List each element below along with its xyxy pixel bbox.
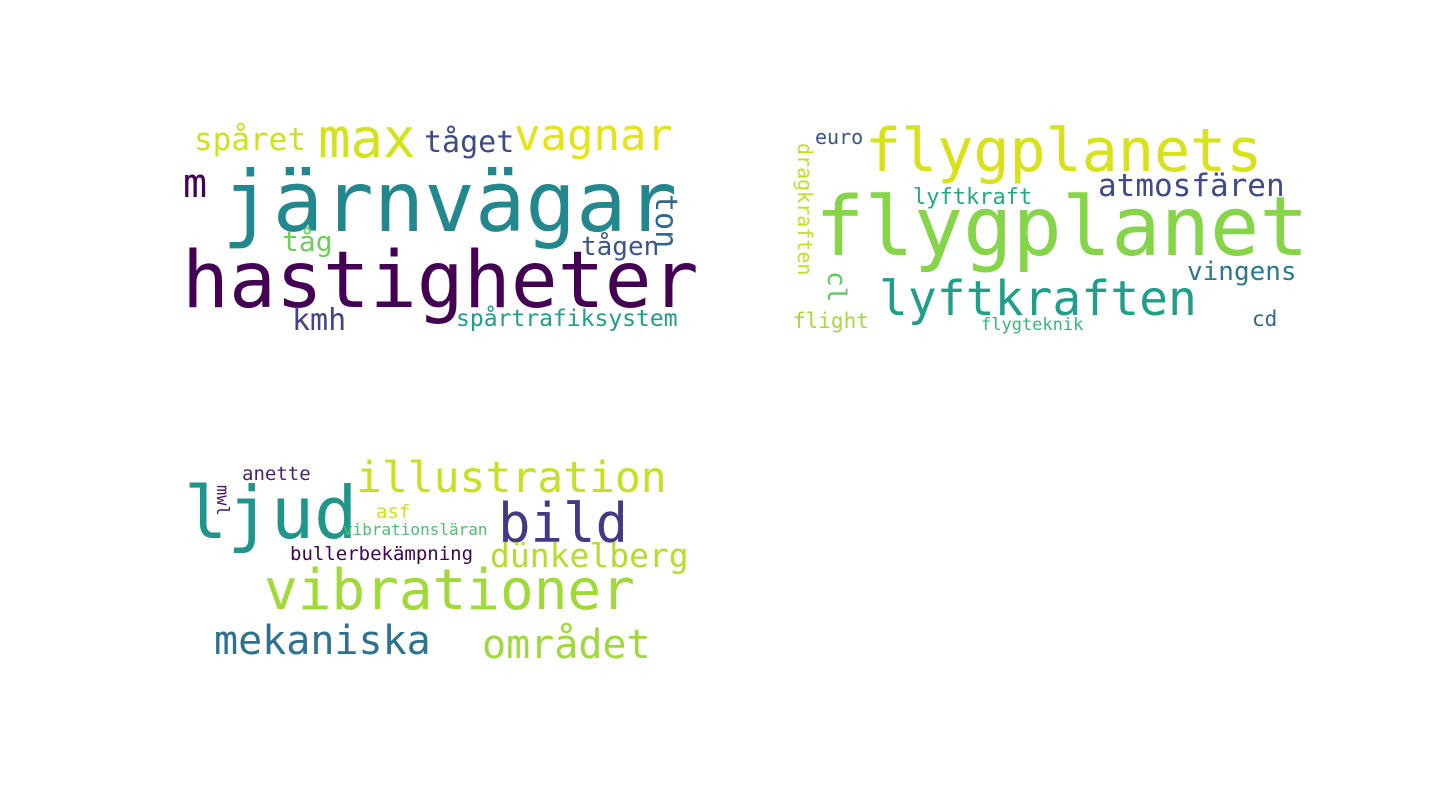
word-sparet: spåret (194, 122, 306, 158)
word-cloud-3: ljud illustration bild anette mwl asf vi… (180, 455, 700, 685)
word-asf: asf (376, 501, 411, 523)
word-omradet: området (482, 622, 651, 668)
word-kmh: kmh (292, 303, 347, 338)
word-vagnar: vagnar (514, 110, 673, 161)
word-lyftkraft: lyftkraft (913, 185, 1033, 210)
word-m: m (183, 161, 208, 207)
word-mekaniska: mekaniska (214, 618, 431, 664)
word-euro: euro (815, 125, 864, 149)
word-bild: bild (498, 492, 629, 555)
word-vibrationslaran: vibrationsläran (343, 520, 488, 539)
word-mwl: mwl (212, 485, 232, 516)
word-dunkelberg: dünkelberg (490, 536, 689, 575)
word-flygteknik: flygteknik (981, 315, 1084, 335)
word-ljud: ljud (184, 471, 358, 555)
word-atmosfaren: atmosfären (1098, 168, 1285, 204)
word-max: max (318, 107, 416, 170)
word-tag: tåg (282, 225, 333, 258)
word-jarnvagar: järnvägar (222, 153, 678, 251)
word-vibrationer: vibrationer (264, 558, 635, 623)
word-cloud-2: flygplanets flygplanet euro atmosfären l… (785, 115, 1309, 345)
word-tagen: tågen (581, 232, 660, 262)
word-lyftkraften: lyftkraften (879, 271, 1197, 327)
word-flygplanets: flygplanets (865, 116, 1263, 186)
word-taget: tåget (424, 125, 515, 160)
word-cloud-1: järnvägar hastigheter max vagnar spåret … (180, 110, 700, 350)
word-dragkraften: dragkraften (793, 143, 817, 276)
word-flygplanet: flygplanet (815, 180, 1309, 275)
word-cd: cd (1252, 307, 1278, 331)
word-anette: anette (242, 463, 311, 485)
word-spartrafiksystem: spårtrafiksystem (456, 306, 678, 332)
word-hastigheter: hastigheter (182, 236, 699, 326)
word-flight: flight (793, 309, 869, 333)
word-bullerbekampning: bullerbekämpning (290, 543, 474, 565)
word-vingens: vingens (1187, 257, 1297, 287)
word-illustration: illustration (356, 453, 667, 503)
word-cl: cl (821, 271, 851, 303)
